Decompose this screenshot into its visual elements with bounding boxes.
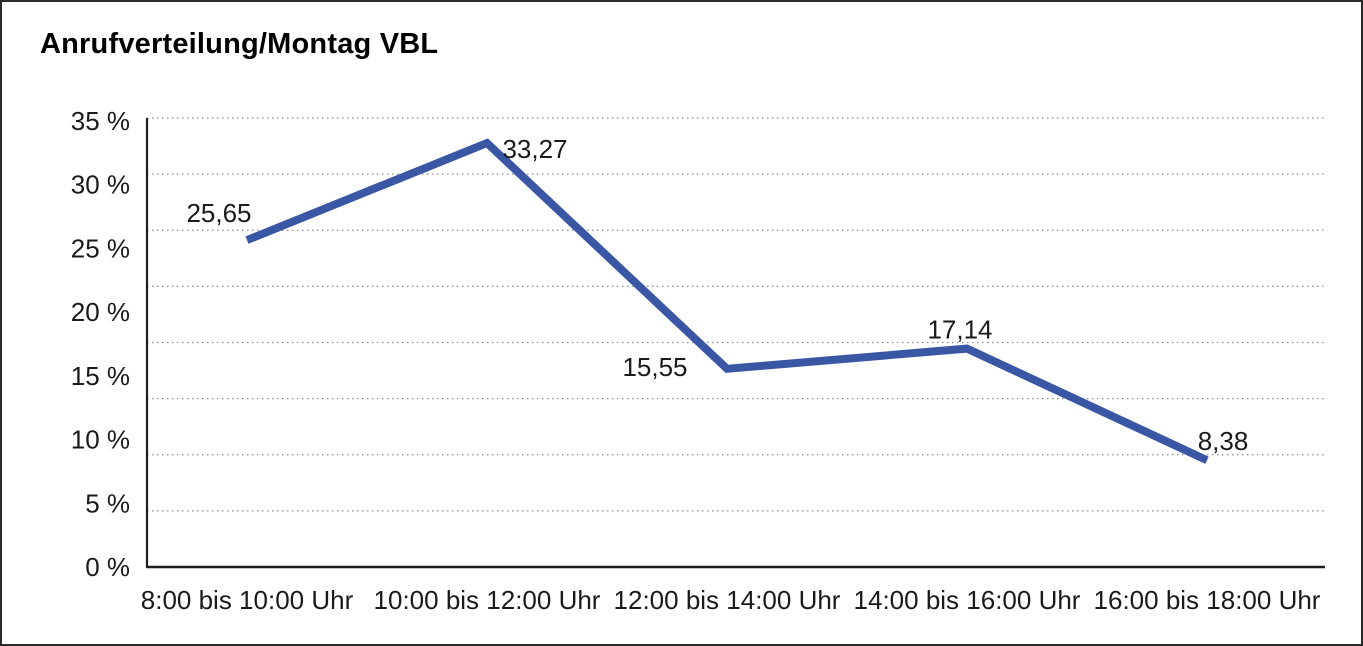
y-tick-label: 15 % <box>71 361 130 391</box>
y-tick-label: 25 % <box>71 233 130 263</box>
chart-title: Anrufverteilung/Montag VBL <box>40 28 439 60</box>
y-tick-label: 30 % <box>71 170 130 200</box>
x-tick-label: 16:00 bis 18:00 Uhr <box>1094 585 1321 615</box>
x-tick-label: 14:00 bis 16:00 Uhr <box>854 585 1081 615</box>
y-tick-label: 10 % <box>71 425 130 455</box>
x-tick-label: 10:00 bis 12:00 Uhr <box>374 585 601 615</box>
x-tick-label: 12:00 bis 14:00 Uhr <box>614 585 841 615</box>
y-tick-label: 0 % <box>85 552 130 582</box>
data-point-label: 17,14 <box>927 315 992 345</box>
y-tick-label: 20 % <box>71 297 130 327</box>
data-point-label: 8,38 <box>1198 426 1249 456</box>
data-line <box>245 138 1209 464</box>
y-tick-label: 35 % <box>71 106 130 136</box>
data-point-label: 25,65 <box>186 198 251 228</box>
x-tick-label: 8:00 bis 10:00 Uhr <box>141 585 354 615</box>
data-point-label: 15,55 <box>622 352 687 382</box>
y-tick-label: 5 % <box>85 488 130 518</box>
data-point-label: 33,27 <box>502 134 567 164</box>
